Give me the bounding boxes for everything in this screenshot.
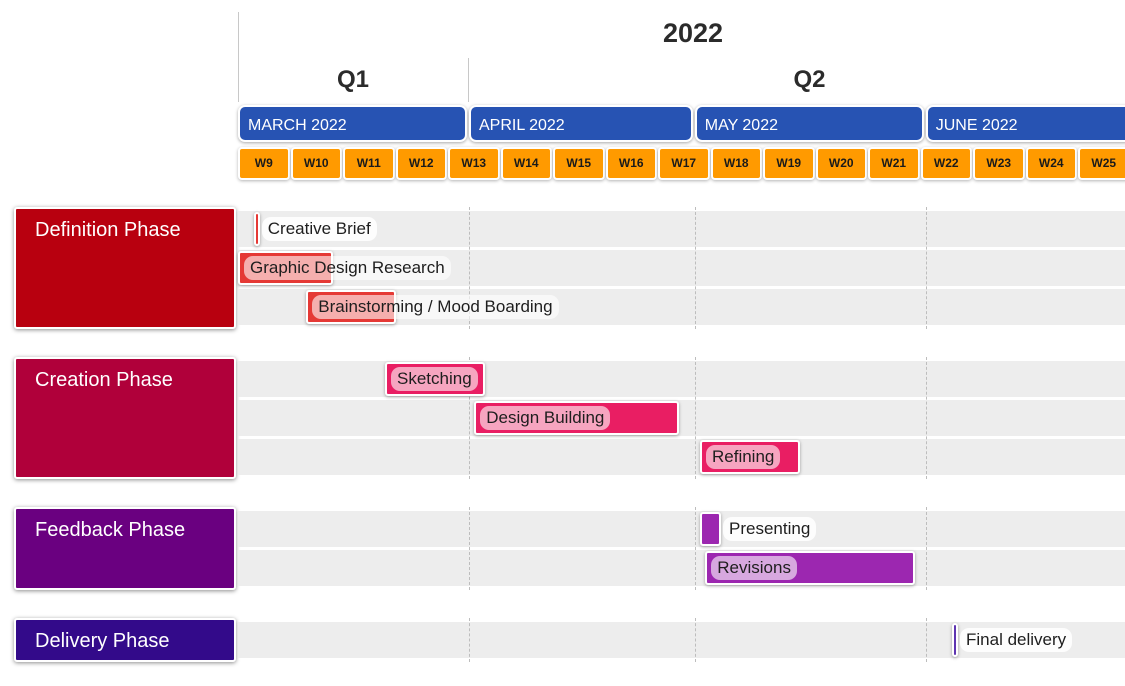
task-label: Sketching: [391, 367, 478, 391]
task-label: Graphic Design Research: [244, 256, 451, 280]
month-gridline: [469, 357, 470, 479]
week-cell: W18: [710, 147, 762, 180]
month-gridline: [694, 618, 696, 662]
month-gridline: [469, 507, 470, 590]
month-gridline: [469, 207, 470, 329]
row-band: [238, 400, 1125, 436]
week-cell: W13: [448, 147, 500, 180]
month-gridline: [925, 207, 927, 329]
week-cell: W11: [343, 147, 395, 180]
week-cell: W17: [658, 147, 710, 180]
row-band: [238, 550, 1125, 586]
task-label: Presenting: [723, 517, 817, 541]
week-cell: W19: [763, 147, 815, 180]
month-header: JUNE 2022: [925, 105, 1125, 142]
task-label: Design Building: [480, 406, 611, 430]
task-bar: [952, 623, 958, 657]
week-cell: W16: [605, 147, 657, 180]
phase-label: Creation Phase: [14, 357, 236, 479]
task-label: Creative Brief: [261, 217, 377, 241]
week-cell: W14: [500, 147, 552, 180]
week-cell: W20: [815, 147, 867, 180]
quarter-label-q1: Q1: [336, 66, 369, 93]
week-cell: W22: [920, 147, 972, 180]
month-gridline: [694, 357, 696, 479]
quarter-divider: [468, 58, 469, 102]
month-header: APRIL 2022: [469, 105, 693, 142]
phase-label: Definition Phase: [14, 207, 236, 329]
row-band: [238, 361, 1125, 397]
week-cell: W24: [1025, 147, 1077, 180]
month-header: MARCH 2022: [238, 105, 467, 142]
month-gridline: [694, 507, 696, 590]
month-gridline: [469, 618, 470, 662]
task-bar: [253, 212, 260, 246]
task-label: Brainstorming / Mood Boarding: [312, 295, 559, 319]
phase-label: Feedback Phase: [14, 507, 236, 590]
month-gridline: [925, 618, 927, 662]
month-header: MAY 2022: [694, 105, 924, 142]
week-cell: W21: [868, 147, 920, 180]
task-label: Revisions: [711, 556, 797, 580]
week-cell: W23: [973, 147, 1025, 180]
week-cell: W10: [290, 147, 342, 180]
row-band: [238, 439, 1125, 475]
row-band: [238, 211, 1125, 247]
month-gridline: [925, 357, 927, 479]
week-cell: W9: [238, 147, 290, 180]
week-cell: W15: [553, 147, 605, 180]
phase-label: Delivery Phase: [14, 618, 236, 662]
task-bar: [700, 512, 721, 546]
year-label: 2022: [662, 18, 724, 48]
task-label: Refining: [706, 445, 781, 469]
quarter-label-q2: Q2: [793, 66, 826, 93]
month-gridline: [694, 207, 696, 329]
month-gridline: [925, 507, 927, 590]
week-cell: W12: [395, 147, 447, 180]
row-band: [238, 511, 1125, 547]
header-divider-left: [238, 12, 239, 102]
task-label: Final delivery: [960, 628, 1073, 652]
week-cell: W25: [1078, 147, 1125, 180]
